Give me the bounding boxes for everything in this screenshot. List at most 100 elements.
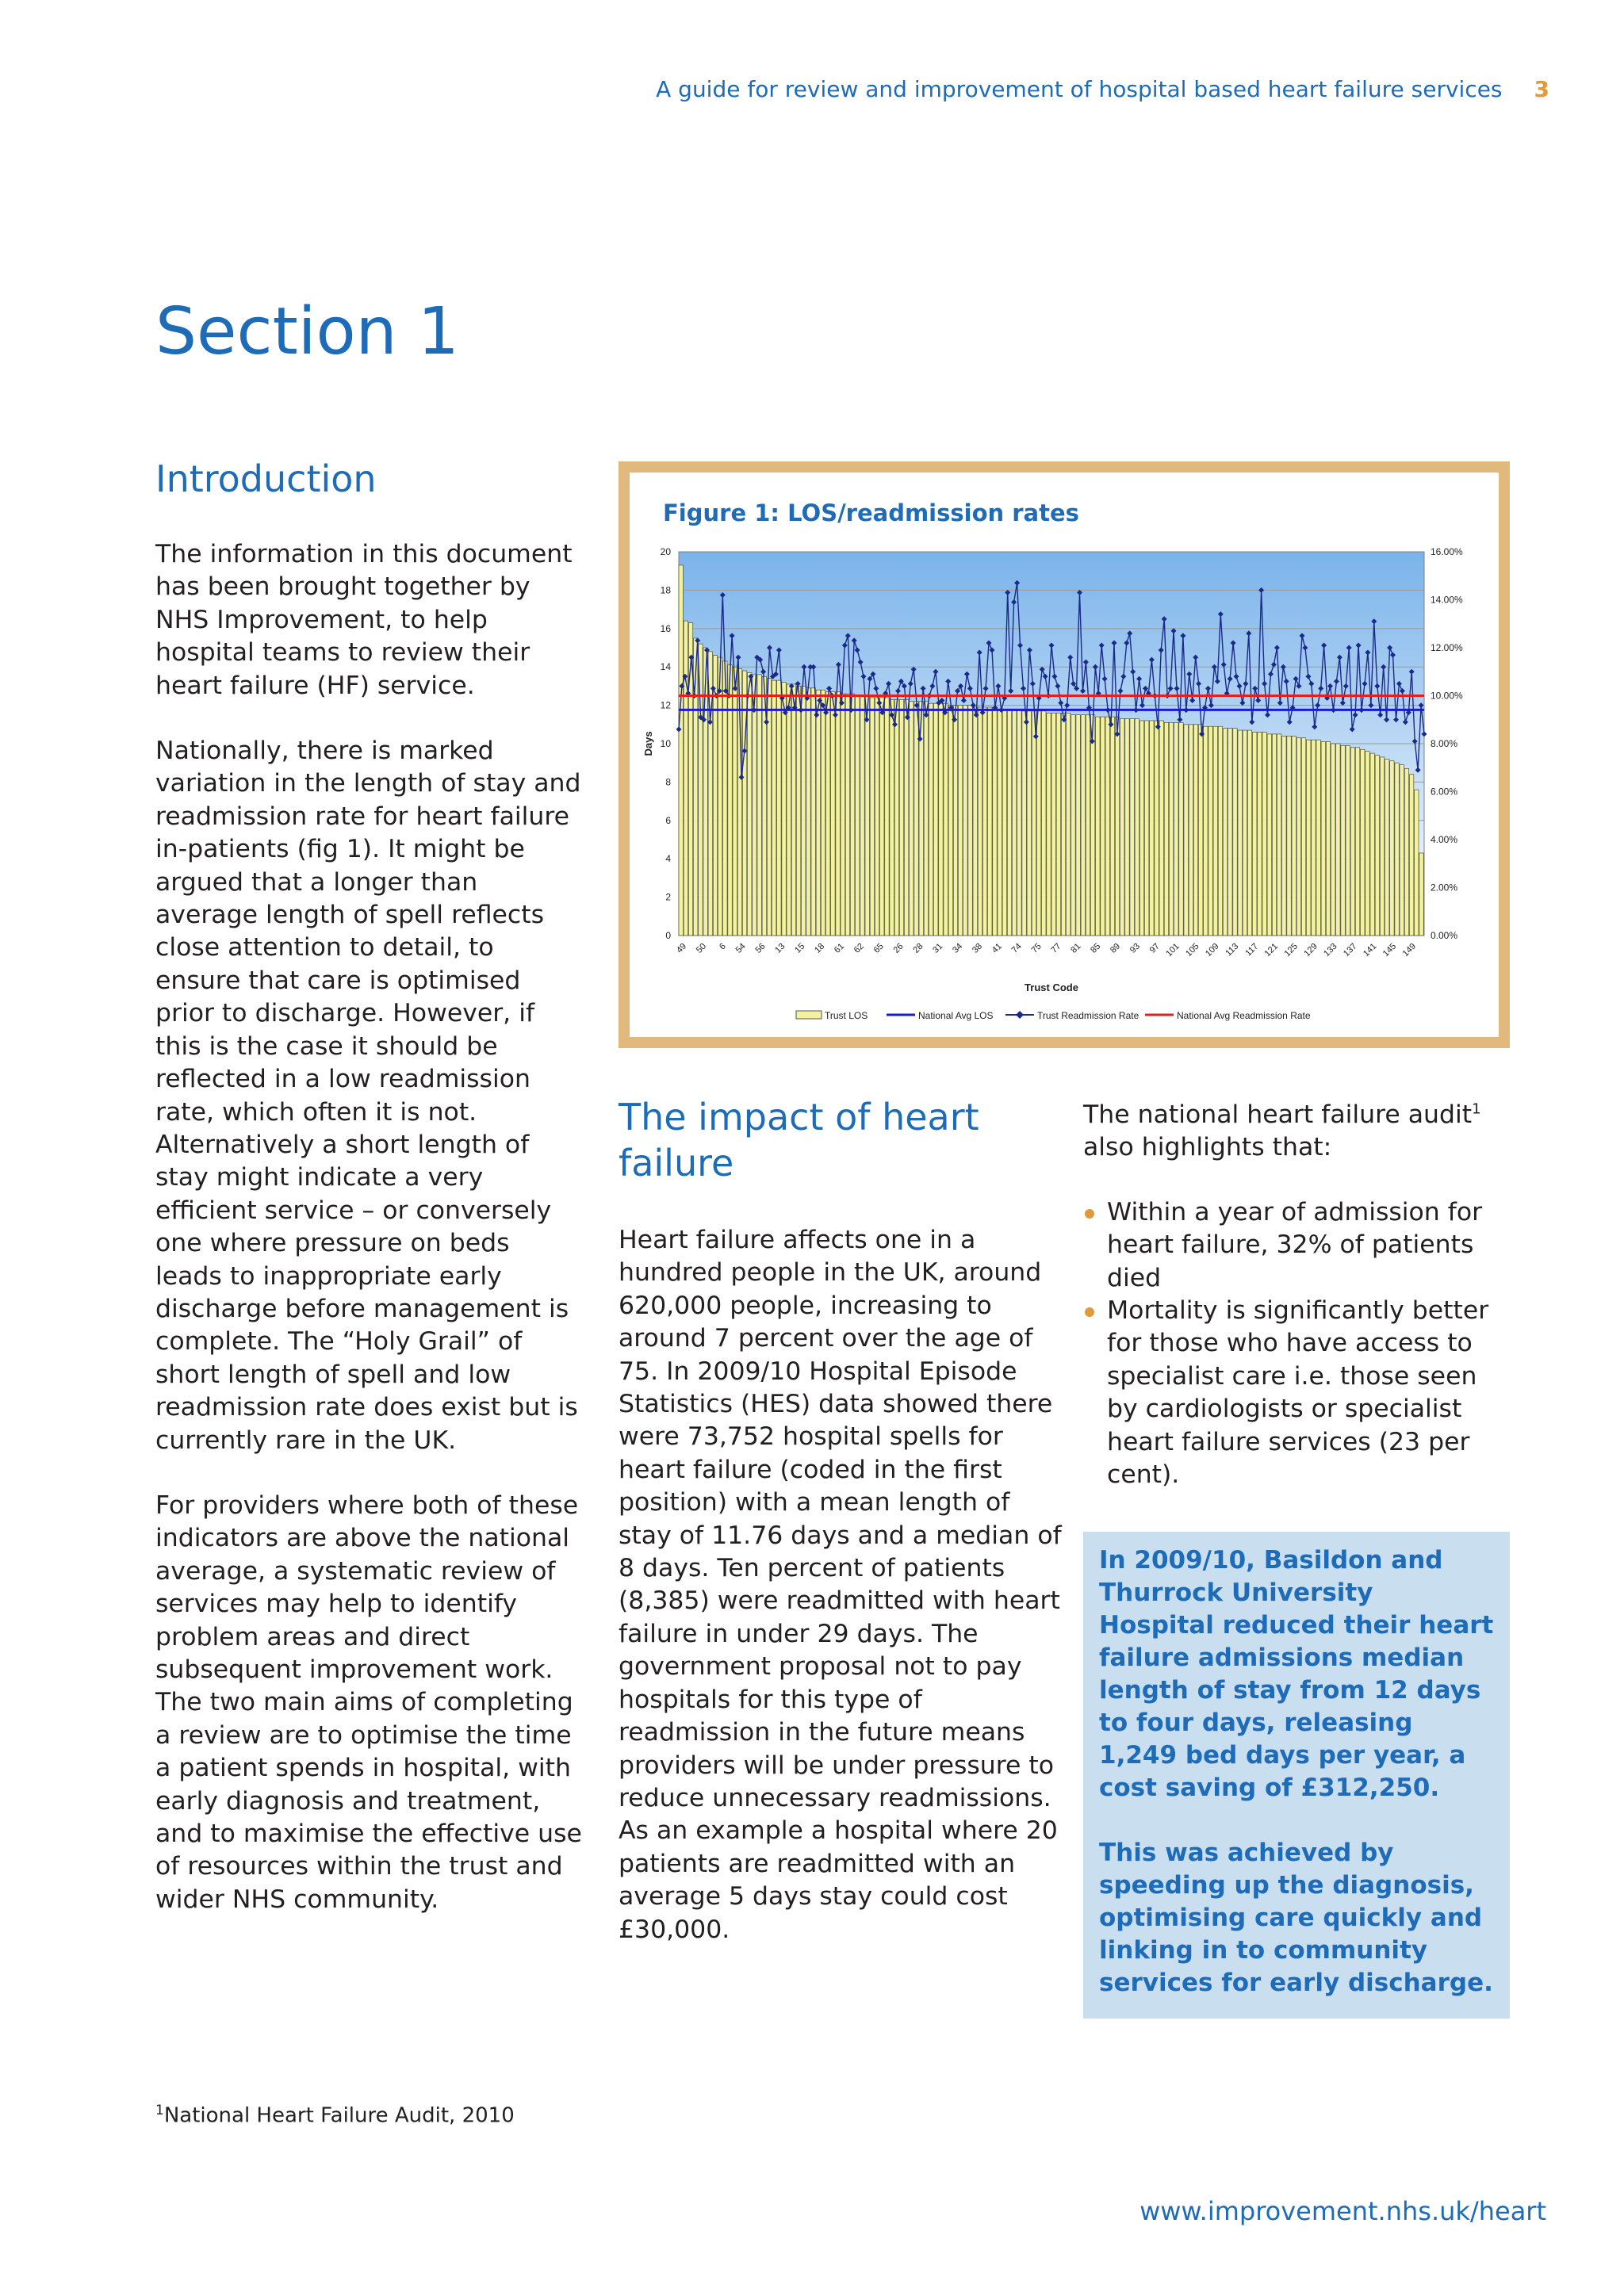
los-bar [933,702,939,936]
readmission-point [1346,645,1352,651]
readmission-point [992,705,998,711]
footer-url-link[interactable]: www.improvement.nhs.uk/heart [1139,2196,1546,2226]
los-bar [1291,736,1297,936]
los-bar [1149,720,1155,936]
x-tick-label: 125 [1282,942,1299,959]
readmission-point [1193,654,1199,660]
readmission-point [1236,683,1243,689]
readmission-point [1114,731,1120,737]
readmission-point [1139,702,1145,709]
readmission-point [710,685,716,691]
readmission-point [738,774,745,780]
readmission-point [748,673,754,679]
los-bar [992,706,998,936]
x-tick-label: 113 [1224,942,1240,959]
readmission-point [1011,599,1017,605]
los-bar [1026,710,1032,936]
los-bar [1242,729,1247,936]
los-bar [1109,716,1115,936]
readmission-point [838,700,845,706]
readmission-point [722,688,729,694]
los-bar [869,697,875,936]
readmission-point [1408,668,1415,675]
readmission-point [998,707,1005,714]
los-bar [1012,709,1017,936]
los-bar [1385,759,1390,936]
los-bar [997,709,1002,936]
los-bar [1183,724,1189,936]
readmission-point [1092,664,1098,670]
readmission-point [923,712,929,718]
los-bar [1286,736,1292,936]
readmission-point [695,637,701,644]
readmission-point [955,688,960,694]
los-bar [889,699,894,936]
readmission-point [782,710,788,716]
y-axis-label: Days [642,731,654,756]
readmission-point [1352,712,1358,718]
los-bar [761,675,767,936]
los-bar [1031,710,1036,936]
readmission-point [701,717,707,723]
readmission-point [1336,654,1342,660]
readmission-point [854,647,860,653]
los-bar [1394,762,1400,936]
los-bar [943,702,948,936]
los-bar [737,668,742,936]
los-bar [982,706,988,936]
running-header: A guide for review and improvement of ho… [656,76,1549,102]
readmission-point [1371,618,1377,625]
readmission-point [1289,705,1296,711]
los-bar [1350,747,1355,936]
page-number: 3 [1534,76,1549,102]
x-tick-label: 41 [990,942,1004,955]
readmission-point [1111,640,1117,646]
los-bar [879,697,885,936]
readmission-point [1342,683,1349,689]
los-bar [1139,720,1145,936]
readmission-point [1136,675,1143,682]
los-bar [898,699,904,936]
readmission-point [1381,664,1387,670]
los-bar [1320,741,1326,936]
running-title: A guide for review and improvement of ho… [656,76,1503,102]
readmission-point [1023,719,1029,725]
readmission-point [1315,702,1321,709]
y2-tick-label: 14.00% [1431,595,1463,606]
readmission-point [879,710,886,716]
readmission-point [1277,700,1283,706]
readmission-point [1133,707,1139,714]
los-bar [1217,725,1223,936]
readmission-point [1048,642,1055,649]
readmission-point [976,649,982,656]
los-bar [1169,722,1174,936]
los-bar [1331,743,1336,936]
los-bar [904,699,910,936]
los-bar [1071,714,1076,936]
los-bar [1095,716,1101,936]
los-bar [830,691,836,936]
readmission-point [826,685,833,691]
los-bar [722,660,728,936]
los-bar [1051,712,1056,936]
los-bar [914,701,919,936]
x-tick-label: 109 [1204,942,1220,959]
readmission-point [960,698,967,703]
y-tick-label: 16 [661,623,672,634]
readmission-point [948,705,955,711]
los-bar [1389,760,1395,936]
readmission-point [1411,738,1418,744]
readmission-point [1005,589,1011,595]
y-tick-label: 4 [665,853,671,864]
readmission-point [1390,652,1396,658]
readmission-point [1055,683,1061,689]
x-tick-label: 81 [1069,942,1082,955]
los-bar [756,674,762,936]
x-tick-label: 26 [891,942,905,955]
los-bar [712,655,718,936]
readmission-point [851,637,857,644]
readmission-point [1249,719,1255,725]
readmission-point [698,714,704,721]
readmission-point [1415,767,1421,773]
x-tick-label: 18 [813,942,826,955]
